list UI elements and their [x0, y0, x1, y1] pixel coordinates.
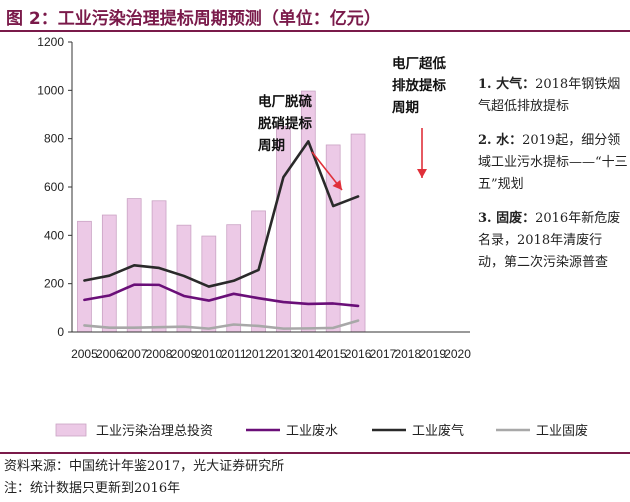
annotation-label: 电厂超低 — [392, 55, 446, 72]
x-tick-label: 2016 — [345, 347, 372, 361]
x-tick-label: 2011 — [221, 347, 247, 361]
annotation-label: 排放提标 — [392, 77, 446, 94]
x-tick-label: 2010 — [195, 347, 222, 361]
x-tick-label: 2015 — [320, 347, 347, 361]
legend-label-solid-waste: 工业固废 — [536, 423, 588, 439]
y-tick-label: 400 — [44, 228, 64, 242]
source-text: 资料来源：中国统计年鉴2017，光大证券研究所 — [4, 459, 285, 474]
note-air-text: 2018年钢铁烟气超低排放提标 — [478, 77, 621, 114]
y-tick-label: 800 — [44, 132, 64, 146]
note-solid-text: 2016年新危废名录，2018年清废行动，第二次污染源普查 — [478, 211, 621, 270]
note-air: 1. 大气：2018年钢铁烟气超低排放提标 — [478, 74, 628, 118]
bar-total-investment — [77, 220, 92, 333]
x-tick-label: 2012 — [245, 347, 272, 361]
annotation-arrowhead — [417, 169, 427, 178]
legend-label-total-investment: 工业污染治理总投资 — [96, 423, 213, 439]
y-tick-label: 0 — [57, 325, 64, 339]
bar-total-investment — [350, 133, 366, 333]
note-solid-head: 3. 固废： — [478, 211, 536, 226]
annotation-label: 脱硝提标 — [258, 115, 312, 132]
note-air-head: 1. 大气： — [478, 77, 536, 92]
chart-canvas: 0 200 400 600 800 1000 1200 2005200620072008200… — [37, 35, 588, 439]
notes-panel: 1. 大气：2018年钢铁烟气超低排放提标 2. 水：2019起，细分领域工业污… — [478, 74, 628, 286]
y-tick-label: 200 — [44, 277, 64, 291]
y-tick-label: 1000 — [37, 83, 64, 97]
x-tick-label: 2006 — [96, 347, 123, 361]
note-water-text: 2019起，细分领域工业污水提标——“十三五”规划 — [478, 133, 628, 192]
note-solid: 3. 固废：2016年新危废名录，2018年清废行动，第二次污染源普查 — [478, 208, 628, 274]
x-tick-label: 2017 — [370, 347, 397, 361]
source-block: 资料来源：中国统计年鉴2017，光大证券研究所 注：统计数据只更新到2016年 — [4, 456, 284, 500]
x-tick-label: 2008 — [146, 347, 173, 361]
legend-label-waste-gas: 工业废气 — [412, 423, 464, 439]
note-water: 2. 水：2019起，细分领域工业污水提标——“十三五”规划 — [478, 130, 628, 196]
annotation-label: 周期 — [392, 100, 419, 116]
line-industrial-waste-gas — [83, 140, 360, 288]
x-tick-label: 2018 — [394, 347, 421, 361]
legend-label-wastewater: 工业废水 — [286, 423, 338, 439]
line-industrial-wastewater — [83, 283, 360, 308]
x-tick-label: 2014 — [295, 347, 322, 361]
x-tick-label: 2009 — [171, 347, 198, 361]
x-tick-label: 2020 — [444, 347, 471, 361]
line-industrial-solid-waste — [83, 319, 360, 330]
x-tick-label: 2019 — [419, 347, 446, 361]
title-divider — [0, 30, 630, 32]
annotation-label: 电厂脱硫 — [258, 93, 312, 110]
annotation-label: 周期 — [258, 138, 285, 154]
y-tick-label: 1200 — [37, 35, 64, 49]
legend-swatch-total-investment — [55, 423, 87, 437]
x-tick-label: 2007 — [121, 347, 148, 361]
y-tick-label: 600 — [44, 180, 64, 194]
footnote-text: 注：统计数据只更新到2016年 — [4, 481, 181, 496]
chart-title: 图 2：工业污染治理提标周期预测（单位：亿元） — [6, 9, 381, 29]
annotation-arrowhead — [332, 179, 342, 190]
x-tick-label: 2005 — [71, 347, 98, 361]
x-tick-label: 2013 — [270, 347, 297, 361]
note-water-head: 2. 水： — [478, 133, 523, 148]
footer-divider — [0, 452, 630, 454]
